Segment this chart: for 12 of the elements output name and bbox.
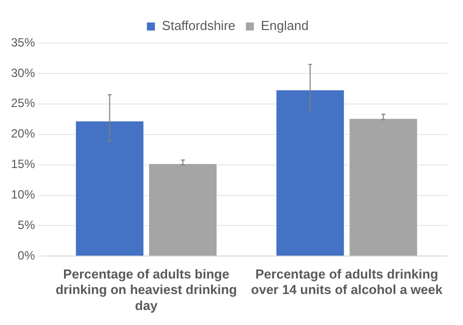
y-tick-label: 35% [10, 35, 36, 50]
y-tick-label: 0% [18, 248, 36, 263]
legend-label: England [260, 18, 309, 34]
legend-label: Staffordshire [162, 18, 236, 34]
x-tick-label: Percentage of adults binge drinking on heaviest drinking day [56, 266, 237, 313]
x-tick-label: Percentage of adults drinking over 14 units of alcohol a week [251, 266, 444, 298]
y-tick-label: 15% [10, 157, 36, 172]
y-tick-label: 5% [18, 218, 36, 232]
y-tick-label: 25% [10, 96, 36, 110]
y-tick-label: 20% [10, 126, 36, 141]
y-tick-label: 10% [10, 188, 36, 202]
y-tick-label: 30% [10, 66, 36, 80]
